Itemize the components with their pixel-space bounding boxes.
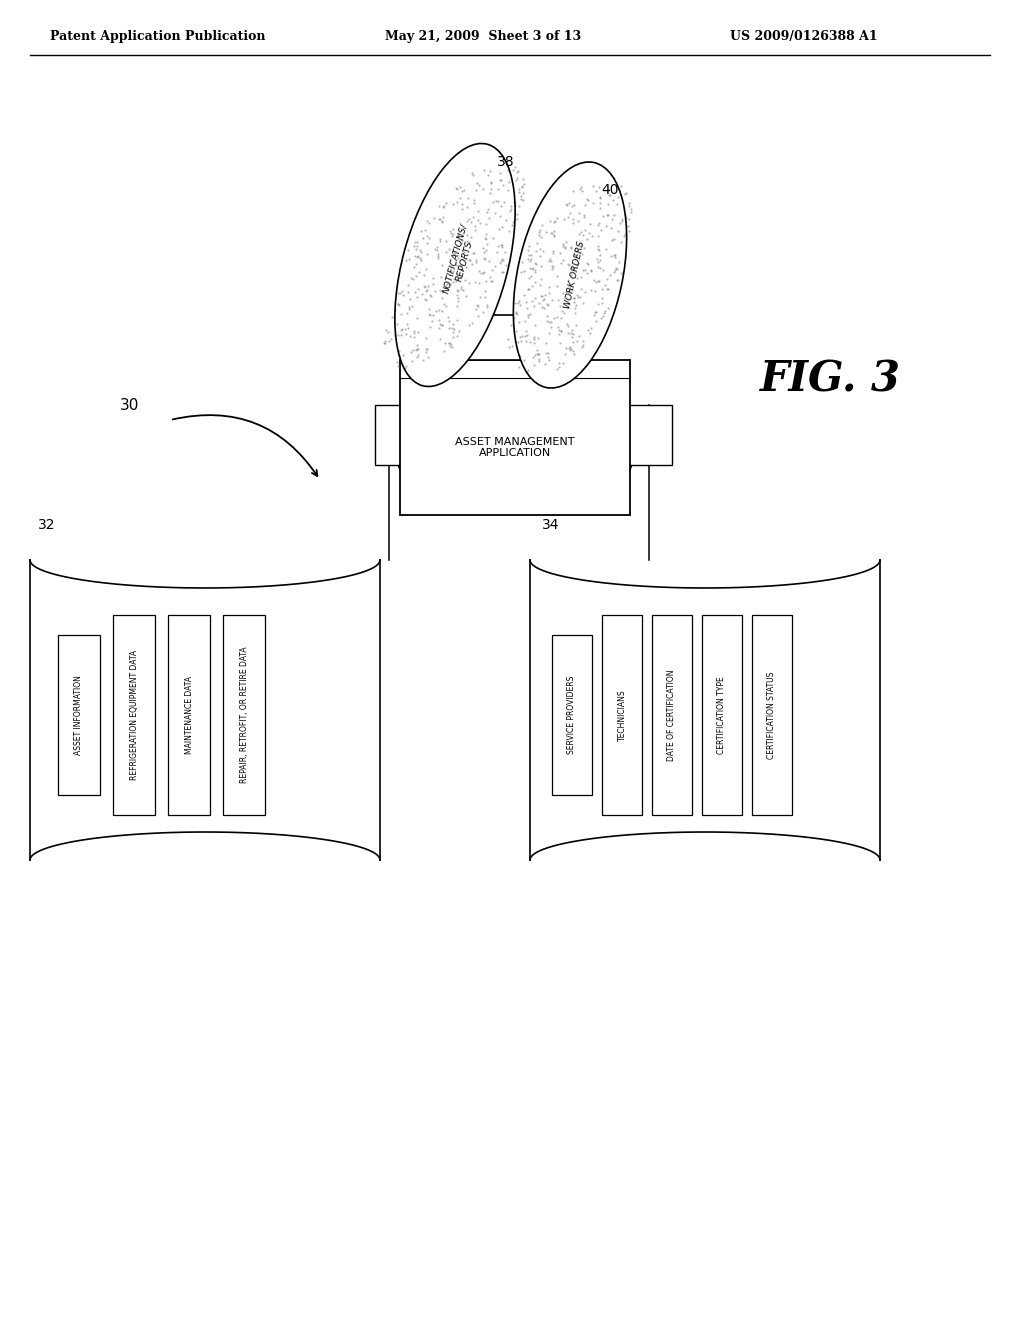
Bar xyxy=(552,635,592,795)
Bar xyxy=(652,615,692,814)
Text: WORK ORDERS: WORK ORDERS xyxy=(563,240,587,310)
Bar xyxy=(430,315,570,360)
Bar xyxy=(113,615,155,814)
Bar xyxy=(602,615,642,814)
Text: MAINTENANCE DATA: MAINTENANCE DATA xyxy=(184,676,194,754)
Text: ASSET INFORMATION: ASSET INFORMATION xyxy=(75,675,84,755)
Bar xyxy=(58,635,100,795)
Text: 36: 36 xyxy=(410,334,428,348)
Text: FIG. 3: FIG. 3 xyxy=(760,359,901,401)
Polygon shape xyxy=(30,832,380,898)
Polygon shape xyxy=(530,560,880,861)
Polygon shape xyxy=(530,832,880,898)
Text: 38: 38 xyxy=(497,156,514,169)
Bar xyxy=(627,405,672,465)
Text: 34: 34 xyxy=(542,517,559,532)
Bar xyxy=(400,360,630,515)
Text: CERTIFICATION TYPE: CERTIFICATION TYPE xyxy=(718,676,726,754)
Bar xyxy=(375,405,403,465)
Text: TECHNICIANS: TECHNICIANS xyxy=(617,689,627,741)
Text: Patent Application Publication: Patent Application Publication xyxy=(50,30,265,44)
Text: NOTIFICATIONS/
REPORTS: NOTIFICATIONS/ REPORTS xyxy=(441,223,478,297)
Bar xyxy=(702,615,742,814)
Text: REPAIR, RETROFIT, OR RETIRE DATA: REPAIR, RETROFIT, OR RETIRE DATA xyxy=(240,647,249,783)
Text: CERTIFICATION STATUS: CERTIFICATION STATUS xyxy=(768,672,776,759)
Polygon shape xyxy=(30,560,380,861)
Polygon shape xyxy=(30,521,380,587)
Text: 30: 30 xyxy=(120,397,139,412)
Polygon shape xyxy=(530,521,880,587)
Ellipse shape xyxy=(513,162,627,388)
Text: US 2009/0126388 A1: US 2009/0126388 A1 xyxy=(730,30,878,44)
Bar xyxy=(223,615,265,814)
Ellipse shape xyxy=(395,144,515,387)
Text: ASSET MANAGEMENT
APPLICATION: ASSET MANAGEMENT APPLICATION xyxy=(456,437,574,458)
Text: May 21, 2009  Sheet 3 of 13: May 21, 2009 Sheet 3 of 13 xyxy=(385,30,582,44)
Text: 40: 40 xyxy=(601,182,618,197)
Text: SERVICE PROVIDERS: SERVICE PROVIDERS xyxy=(567,676,577,754)
Bar xyxy=(752,615,792,814)
Text: DATE OF CERTIFICATION: DATE OF CERTIFICATION xyxy=(668,669,677,760)
Bar xyxy=(168,615,210,814)
Text: 32: 32 xyxy=(38,517,55,532)
Text: REFRIGERATION EQUIPMENT DATA: REFRIGERATION EQUIPMENT DATA xyxy=(129,649,138,780)
